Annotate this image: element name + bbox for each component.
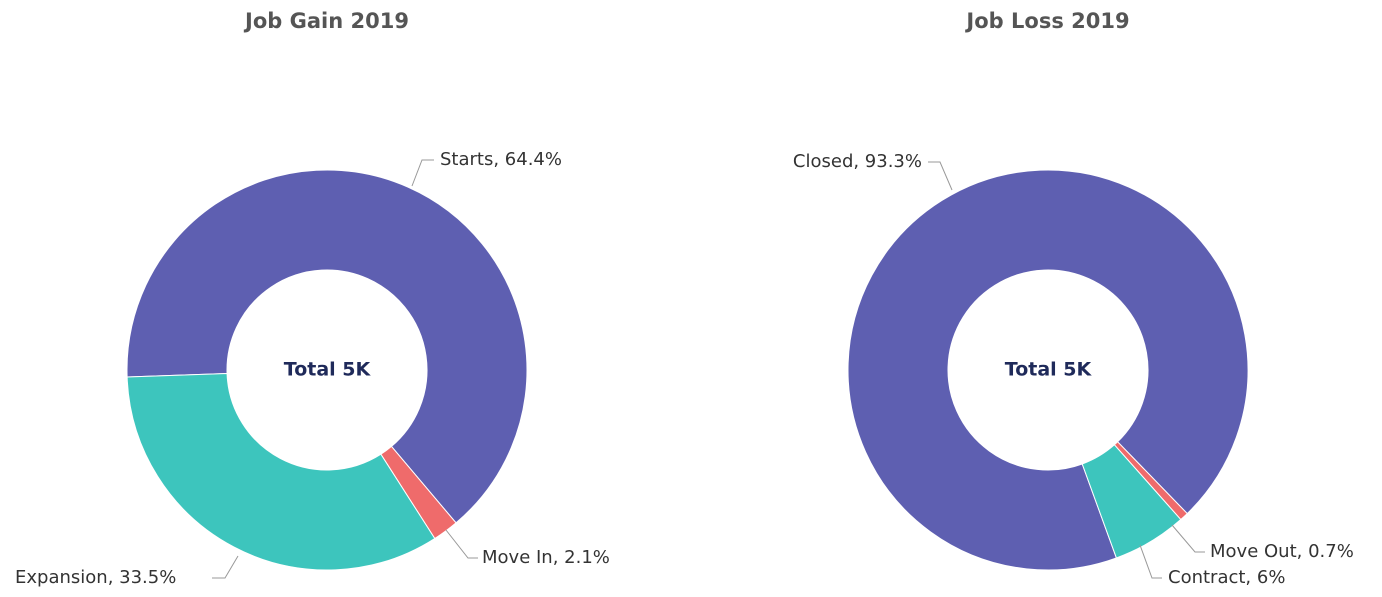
label-connector <box>212 555 239 579</box>
center-label: Total 5K <box>1005 359 1093 381</box>
donut-slice <box>847 169 1249 571</box>
label-connector <box>1171 524 1205 553</box>
data-label: Contract, 6% <box>1168 567 1285 588</box>
data-label: Move Out, 0.7% <box>1210 541 1354 562</box>
label-connector <box>928 161 953 191</box>
chart-title: Job Loss 2019 <box>964 9 1129 33</box>
center-label: Total 5K <box>284 359 372 381</box>
data-label: Expansion, 33.5% <box>15 567 176 588</box>
label-connector <box>411 159 434 187</box>
data-label: Closed, 93.3% <box>793 151 922 172</box>
donut-slice <box>126 372 436 571</box>
label-connector <box>445 529 478 559</box>
donut-slice <box>1081 444 1182 559</box>
data-label: Starts, 64.4% <box>440 149 562 170</box>
label-connector <box>1139 544 1162 579</box>
donut-slice <box>126 169 528 524</box>
chart-title: Job Gain 2019 <box>243 9 409 33</box>
data-label: Move In, 2.1% <box>482 547 610 568</box>
